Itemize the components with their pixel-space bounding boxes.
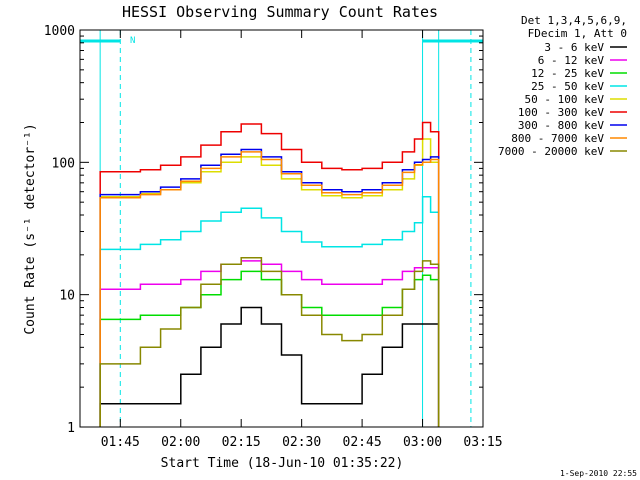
legend-header-line-1: Det 1,3,4,5,6,9, (521, 14, 627, 27)
legend-header-line-2: FDecim 1, Att 0 (528, 27, 627, 40)
x-axis: 01:45 02:00 02:15 02:30 02:45 03:00 03:15 (101, 30, 503, 450)
x-tick-label-4: 02:45 (343, 435, 382, 450)
y-tick-label-2: 100 (52, 156, 75, 171)
y-tick-label-0: 1 (67, 421, 75, 436)
series-line-6 (99, 148, 440, 427)
x-tick-label-5: 03:00 (403, 435, 442, 450)
x-tick-label-2: 02:15 (222, 435, 261, 450)
legend-label-4: 50 - 100 keV (525, 93, 605, 106)
x-tick-label-3: 02:30 (282, 435, 321, 450)
chart-title: HESSI Observing Summary Count Rates (122, 3, 438, 21)
plot-frame (79, 29, 484, 428)
legend-label-8: 7000 - 20000 keV (498, 145, 604, 158)
x-tick-label-6: 03:15 (463, 435, 502, 450)
series-line-5 (99, 121, 440, 427)
series-line-3 (99, 195, 440, 427)
y-tick-label-1: 10 (59, 289, 75, 304)
legend-label-0: 3 - 6 keV (544, 41, 604, 54)
legend-label-6: 300 - 800 keV (518, 119, 604, 132)
series-line-0 (99, 306, 440, 427)
series-line-1 (99, 260, 440, 427)
legend-label-3: 25 - 50 keV (531, 80, 604, 93)
y-axis-label: Count Rate (s⁻¹ detector⁻¹) (23, 123, 38, 334)
y-axis: 1 10 100 1000 (44, 24, 483, 436)
series-line-7 (99, 151, 440, 427)
legend-label-7: 800 - 7000 keV (511, 132, 604, 145)
night-annotation: N (130, 36, 135, 46)
legend-label-2: 12 - 25 keV (531, 67, 604, 80)
legend-label-1: 6 - 12 keV (538, 54, 605, 67)
y-tick-label-3: 1000 (44, 24, 75, 39)
legend-label-5: 100 - 300 keV (518, 106, 604, 119)
x-tick-label-0: 01:45 (101, 435, 140, 450)
series-layer (99, 121, 440, 427)
x-axis-label: Start Time (18-Jun-10 01:35:22) (161, 456, 404, 471)
series-line-8 (99, 257, 440, 427)
x-tick-label-1: 02:00 (161, 435, 200, 450)
timestamp: 1-Sep-2010 22:55 (560, 469, 637, 478)
